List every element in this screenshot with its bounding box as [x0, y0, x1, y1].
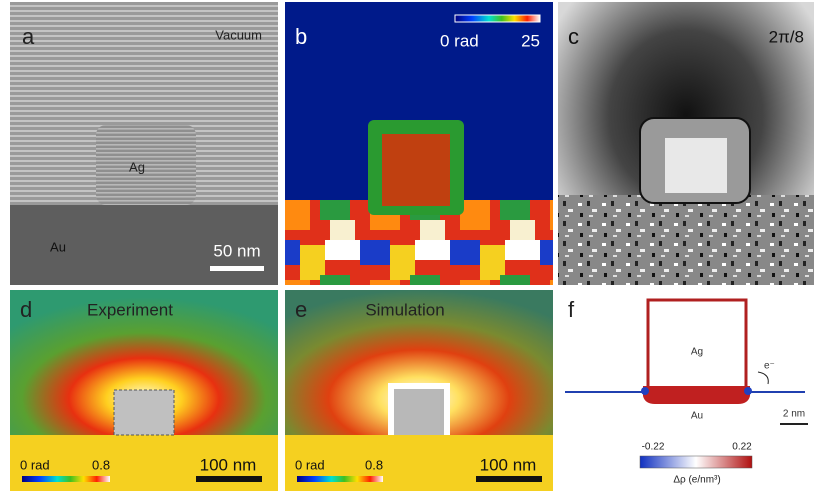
- panel-label: f: [568, 297, 575, 322]
- panel-b: b 0 rad 25: [285, 2, 553, 285]
- panel-e: e Simulation 0 rad 0.8 100 nm: [285, 290, 553, 491]
- colorbar: [297, 476, 383, 482]
- region-label: Ag: [129, 159, 145, 174]
- panel-c: c 2π/8: [558, 2, 814, 285]
- region-label: Ag: [691, 347, 703, 358]
- figure: a Vacuum Ag Au 50 nm b 0 rad 25 c 2π/8 d…: [0, 0, 814, 491]
- panel-title: Experiment: [87, 300, 173, 319]
- panel-a: a Vacuum Ag Au 50 nm: [10, 2, 278, 285]
- ag-particle: [96, 125, 196, 205]
- colorbar: [455, 15, 540, 22]
- panel-label: c: [568, 24, 579, 49]
- au-noise: [558, 195, 814, 285]
- panel-label: b: [295, 24, 307, 49]
- region-label: Au: [691, 411, 703, 422]
- colorbar-label: 0 rad: [440, 31, 479, 50]
- ag-particle: [114, 390, 174, 435]
- panel-f: f Ag Au e⁻ 2 nm -0.22 0.22 Δρ (e/nm³): [558, 290, 814, 491]
- colorbar-label: -0.22: [642, 442, 665, 453]
- depletion-spot: [641, 387, 649, 395]
- colorbar-title: Δρ (e/nm³): [673, 475, 720, 486]
- colorbar-label: 0 rad: [20, 457, 50, 472]
- region-label: Au: [50, 239, 66, 254]
- ag-particle: [665, 138, 727, 193]
- panel-label: e: [295, 297, 307, 322]
- panel-d: d Experiment 0 rad 0.8 100 nm: [10, 290, 278, 491]
- scale-bar: [476, 476, 542, 482]
- scale-bar-label: 100 nm: [480, 455, 537, 474]
- scale-bar: [196, 476, 262, 482]
- electron-label: e⁻: [764, 361, 775, 372]
- depletion-spot: [744, 387, 752, 395]
- annotation: 2π/8: [769, 27, 804, 46]
- scale-bar: [210, 266, 264, 271]
- interface-charge: [643, 386, 750, 404]
- colorbar-label: 0 rad: [295, 457, 325, 472]
- colorbar-label: 0.22: [732, 442, 752, 453]
- scale-bar-label: 2 nm: [783, 409, 805, 420]
- colorbar-label: 0.8: [365, 457, 383, 472]
- panel-title: Simulation: [365, 300, 444, 319]
- page: Figure html, body { margin: 0; padding: …: [0, 0, 814, 491]
- ag-particle: [394, 389, 444, 435]
- panel-label: a: [22, 24, 35, 49]
- colorbar: [22, 476, 110, 482]
- panel-label: d: [20, 297, 32, 322]
- body: {"panels": [ {"label": "a", "texts": ["V…: [0, 0, 814, 491]
- colorbar-label: 0.8: [92, 457, 110, 472]
- ag-particle: [382, 134, 450, 206]
- scale-bar-label: 100 nm: [200, 455, 257, 474]
- colorbar-label: 25: [521, 31, 540, 50]
- region-label: Vacuum: [215, 27, 262, 42]
- scale-bar-label: 50 nm: [213, 241, 260, 260]
- colorbar: [640, 456, 752, 468]
